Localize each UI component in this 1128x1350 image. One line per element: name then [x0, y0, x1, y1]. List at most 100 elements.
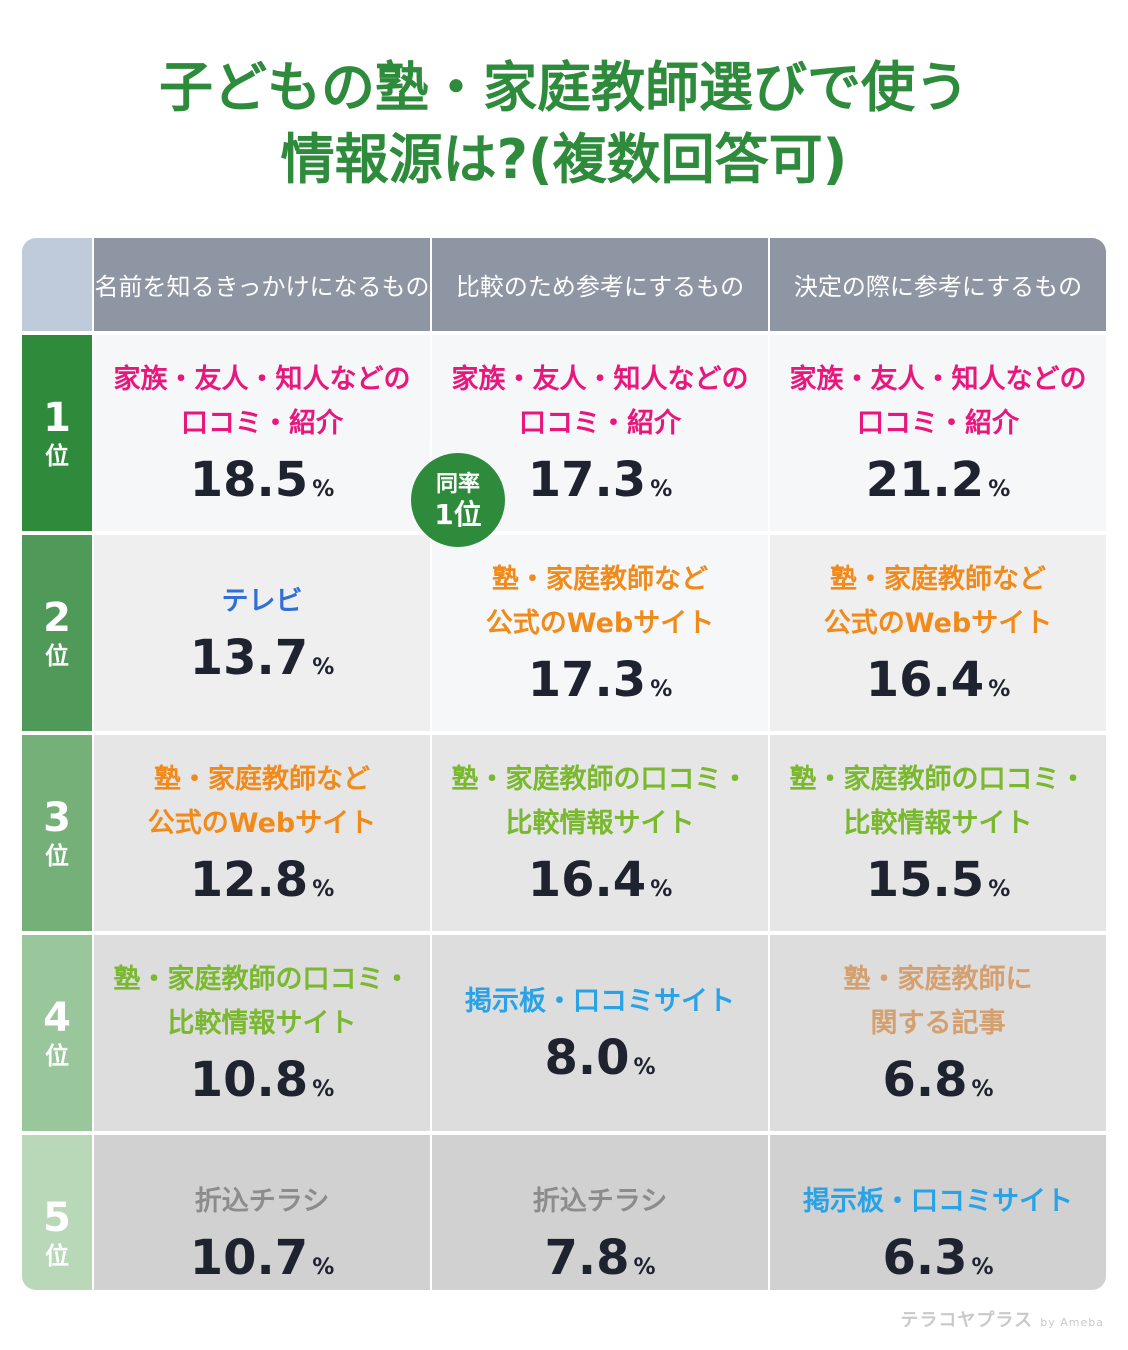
cell-label-line: 口コミ・紹介	[181, 408, 343, 439]
logo-text: テラコヤプラス	[900, 1310, 1033, 1331]
rank-unit: 位	[45, 442, 69, 470]
logo-suffix: by Ameba	[1040, 1316, 1104, 1329]
cell-label-line: 口コミ・紹介	[519, 408, 681, 439]
cell-label-line: テレビ	[221, 586, 303, 617]
table-corner	[22, 238, 92, 331]
cell-value-unit: %	[312, 1255, 335, 1280]
cell-value-number: 10.8	[189, 1052, 309, 1108]
cell-value-number: 6.8	[882, 1052, 968, 1108]
cell-label-line: 塾・家庭教師に	[843, 964, 1033, 995]
cell-rank2-col3: 塾・家庭教師など 公式のWebサイト 16.4%	[770, 535, 1106, 731]
cell-value: 12.8%	[190, 852, 334, 908]
cell-value: 18.5%	[190, 452, 334, 508]
column-header-2: 比較のため参考にするもの	[432, 238, 768, 331]
cell-value: 13.7%	[190, 630, 334, 686]
cell-label-line: 家族・友人・知人などの	[451, 364, 749, 395]
cell-label-line: 掲示板・口コミサイト	[803, 1186, 1073, 1217]
cell-label-line: 比較情報サイト	[843, 808, 1033, 839]
cell-rank4-col1: 塾・家庭教師の口コミ・ 比較情報サイト 10.8%	[94, 935, 430, 1131]
cell-value-unit: %	[650, 677, 673, 702]
cell-label-line: 公式のWebサイト	[823, 608, 1053, 639]
cell-value-unit: %	[312, 877, 335, 902]
tie-badge-line-1: 同率	[435, 472, 480, 497]
tie-badge-line-2: 1位	[434, 498, 482, 531]
rank-unit: 位	[45, 842, 69, 870]
cell-label-line: 比較情報サイト	[505, 808, 695, 839]
cell-value-unit: %	[312, 1077, 335, 1102]
cell-value-unit: %	[650, 877, 673, 902]
cell-value: 16.4%	[528, 852, 672, 908]
cell-value-number: 15.5	[865, 852, 985, 908]
chart-title: 子どもの塾・家庭教師選びで使う 情報源は?(複数回答可)	[0, 52, 1128, 196]
cell-label-line: 折込チラシ	[532, 1186, 668, 1217]
cell-value: 16.4%	[866, 652, 1010, 708]
cell-rank3-col3: 塾・家庭教師の口コミ・ 比較情報サイト 15.5%	[770, 735, 1106, 931]
cell-value-unit: %	[988, 877, 1011, 902]
column-header-3: 決定の際に参考にするもの	[770, 238, 1106, 331]
rank-number: 4	[43, 995, 71, 1041]
rank-number: 1	[43, 395, 71, 441]
column-header-1: 名前を知るきっかけになるもの	[94, 238, 430, 331]
cell-value-number: 13.7	[189, 630, 309, 686]
cell-label-line: 塾・家庭教師など	[154, 764, 370, 795]
cell-value-unit: %	[312, 655, 335, 680]
rank-number: 5	[43, 1195, 71, 1241]
cell-value-number: 21.2	[865, 452, 985, 508]
cell-value: 6.3%	[882, 1230, 993, 1286]
cell-value-unit: %	[971, 1077, 994, 1102]
rank-number: 3	[43, 795, 71, 841]
cell-value: 6.8%	[882, 1052, 993, 1108]
rank-number: 2	[43, 595, 71, 641]
cell-value-number: 18.5	[189, 452, 309, 508]
cell-value-unit: %	[633, 1055, 656, 1080]
cell-value-number: 16.4	[865, 652, 985, 708]
cell-value: 8.0%	[544, 1030, 655, 1086]
cell-value-unit: %	[988, 677, 1011, 702]
tie-first-badge: 同率 1位	[411, 453, 505, 547]
cell-label-line: 塾・家庭教師の口コミ・	[789, 764, 1087, 795]
rank-unit: 位	[45, 1242, 69, 1270]
cell-value-unit: %	[988, 477, 1011, 502]
cell-label-line: 比較情報サイト	[167, 1008, 357, 1039]
cell-value-number: 12.8	[189, 852, 309, 908]
cell-rank5-col1: 折込チラシ 10.7%	[94, 1135, 430, 1290]
cell-rank1-col1: 家族・友人・知人などの 口コミ・紹介 18.5%	[94, 335, 430, 531]
cell-label-line: 家族・友人・知人などの	[789, 364, 1087, 395]
cell-label-line: 塾・家庭教師など	[830, 564, 1046, 595]
cell-rank3-col2: 塾・家庭教師の口コミ・ 比較情報サイト 16.4%	[432, 735, 768, 931]
cell-label-line: 関する記事	[870, 1008, 1006, 1039]
cell-value-unit: %	[650, 477, 673, 502]
cell-rank1-col3: 家族・友人・知人などの 口コミ・紹介 21.2%	[770, 335, 1106, 531]
cell-label-line: 公式のWebサイト	[147, 808, 377, 839]
ranking-table: 名前を知るきっかけになるもの 比較のため参考にするもの 決定の際に参考にするもの 1 位…	[22, 238, 1106, 1290]
cell-rank2-col2: 塾・家庭教師など 公式のWebサイト 17.3%	[432, 535, 768, 731]
cell-value: 21.2%	[866, 452, 1010, 508]
cell-rank5-col3: 掲示板・口コミサイト 6.3%	[770, 1135, 1106, 1290]
cell-value: 17.3%	[528, 452, 672, 508]
rank-unit: 位	[45, 1042, 69, 1070]
cell-value: 10.8%	[190, 1052, 334, 1108]
cell-value-number: 7.8	[544, 1230, 630, 1286]
cell-value: 7.8%	[544, 1230, 655, 1286]
rank-unit: 位	[45, 642, 69, 670]
cell-rank5-col2: 折込チラシ 7.8%	[432, 1135, 768, 1290]
cell-label-line: 口コミ・紹介	[857, 408, 1019, 439]
cell-value-unit: %	[971, 1255, 994, 1280]
cell-label-line: 家族・友人・知人などの	[113, 364, 411, 395]
cell-value-unit: %	[633, 1255, 656, 1280]
cell-value-number: 16.4	[527, 852, 647, 908]
cell-rank3-col1: 塾・家庭教師など 公式のWebサイト 12.8%	[94, 735, 430, 931]
cell-label-line: 折込チラシ	[194, 1186, 330, 1217]
cell-value: 15.5%	[866, 852, 1010, 908]
cell-value: 10.7%	[190, 1230, 334, 1286]
cell-label-line: 掲示板・口コミサイト	[465, 986, 735, 1017]
cell-value-number: 17.3	[527, 452, 647, 508]
cell-value-number: 17.3	[527, 652, 647, 708]
cell-rank4-col3: 塾・家庭教師に 関する記事 6.8%	[770, 935, 1106, 1131]
title-line-2: 情報源は?(複数回答可)	[280, 128, 848, 191]
